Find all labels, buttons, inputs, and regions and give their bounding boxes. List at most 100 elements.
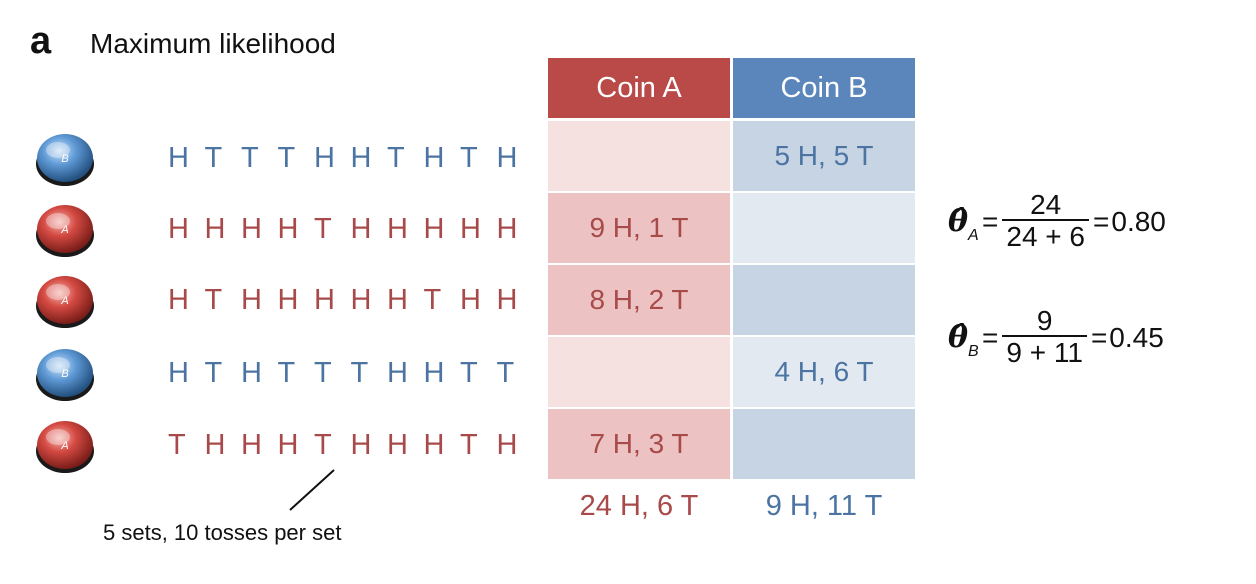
toss: T xyxy=(241,141,259,174)
toss: H xyxy=(423,428,445,461)
coin-b-icon xyxy=(34,343,96,403)
toss: H xyxy=(168,283,189,316)
cell-coin-a xyxy=(548,337,730,407)
toss: T xyxy=(314,212,332,245)
equals-sign: = xyxy=(1093,205,1110,237)
cell-coin-b: 5 H, 5 T xyxy=(733,121,915,191)
toss: H xyxy=(496,141,518,174)
toss: H xyxy=(204,212,226,245)
total-coin-a: 24 H, 6 T xyxy=(579,490,699,522)
toss: H xyxy=(204,428,226,461)
toss: H xyxy=(241,283,262,316)
toss: T xyxy=(460,141,478,174)
panel-letter: a xyxy=(30,20,52,62)
cell-coin-b xyxy=(733,265,915,335)
coin-a-icon xyxy=(34,270,96,330)
equals-sign: = xyxy=(982,321,999,353)
toss: H xyxy=(387,212,408,245)
coin-a-icon xyxy=(34,415,96,475)
toss: H xyxy=(314,141,335,174)
toss: H xyxy=(460,283,481,316)
toss: T xyxy=(277,141,296,174)
estimate-formula-b: θ̂ B = 9 9 + 11 = 0.45 xyxy=(948,306,1164,370)
header-coin-a: Coin A xyxy=(548,58,730,118)
theta-subscript: A xyxy=(968,227,979,245)
toss: T xyxy=(460,428,478,461)
toss: H xyxy=(423,141,445,174)
toss: H xyxy=(496,428,518,461)
coin-b-icon xyxy=(34,128,96,188)
toss: H xyxy=(423,212,445,245)
toss: H xyxy=(241,428,262,461)
toss: H xyxy=(277,283,299,316)
toss: T xyxy=(277,356,296,389)
toss: T xyxy=(204,283,223,316)
cell-coin-b xyxy=(733,409,915,479)
cell-coin-b xyxy=(733,193,915,263)
toss: T xyxy=(204,141,223,174)
estimate-formula-a: θ̂ A = 24 24 + 6 = 0.80 xyxy=(948,190,1166,254)
toss: H xyxy=(350,141,372,174)
toss: H xyxy=(496,283,518,316)
cell-coin-a xyxy=(548,121,730,191)
toss: H xyxy=(387,428,408,461)
cell-coin-a: 9 H, 1 T xyxy=(548,193,730,263)
toss: T xyxy=(314,356,332,389)
toss: T xyxy=(460,356,478,389)
theta-hat-symbol: θ̂ A xyxy=(948,204,979,245)
fraction-bar xyxy=(1002,219,1090,222)
cell-coin-a: 8 H, 2 T xyxy=(548,265,730,335)
toss: H xyxy=(241,356,262,389)
fraction: 24 24 + 6 xyxy=(1002,189,1090,254)
equals-sign: = xyxy=(982,205,999,237)
theta-subscript: B xyxy=(968,343,979,361)
toss: T xyxy=(496,356,515,389)
toss: T xyxy=(168,428,186,461)
toss: H xyxy=(350,283,372,316)
denominator: 9 + 11 xyxy=(1006,337,1083,369)
estimate-value: 0.80 xyxy=(1111,205,1166,237)
toss: T xyxy=(423,283,442,316)
toss: H xyxy=(168,356,189,389)
numerator: 9 xyxy=(1036,305,1053,336)
panel-title: Maximum likelihood xyxy=(90,28,336,59)
toss: T xyxy=(314,428,332,461)
toss: H xyxy=(314,283,335,316)
toss: H xyxy=(387,283,408,316)
toss: H xyxy=(168,141,189,174)
toss: H xyxy=(460,212,481,245)
cell-coin-b: 4 H, 6 T xyxy=(733,337,915,407)
toss: H xyxy=(350,212,372,245)
caption: 5 sets, 10 tosses per set xyxy=(103,520,342,545)
toss: H xyxy=(387,356,408,389)
toss: H xyxy=(496,212,518,245)
coin-a-icon xyxy=(34,199,96,259)
toss: H xyxy=(277,212,299,245)
fraction-bar xyxy=(1002,335,1087,338)
fraction: 9 9 + 11 xyxy=(1002,306,1087,370)
estimate-value: 0.45 xyxy=(1109,321,1164,353)
cell-coin-a: 7 H, 3 T xyxy=(548,409,730,479)
theta-hat-symbol: θ̂ B xyxy=(948,320,979,361)
toss: T xyxy=(204,356,223,389)
equals-sign: = xyxy=(1090,321,1108,353)
toss: H xyxy=(168,212,189,245)
toss: H xyxy=(277,428,299,461)
toss: H xyxy=(241,212,262,245)
total-coin-b: 9 H, 11 T xyxy=(765,490,883,522)
denominator: 24 + 6 xyxy=(1006,221,1086,253)
toss: T xyxy=(387,141,405,174)
numerator: 24 xyxy=(1030,189,1062,220)
toss: H xyxy=(350,428,372,461)
toss: H xyxy=(423,356,445,389)
